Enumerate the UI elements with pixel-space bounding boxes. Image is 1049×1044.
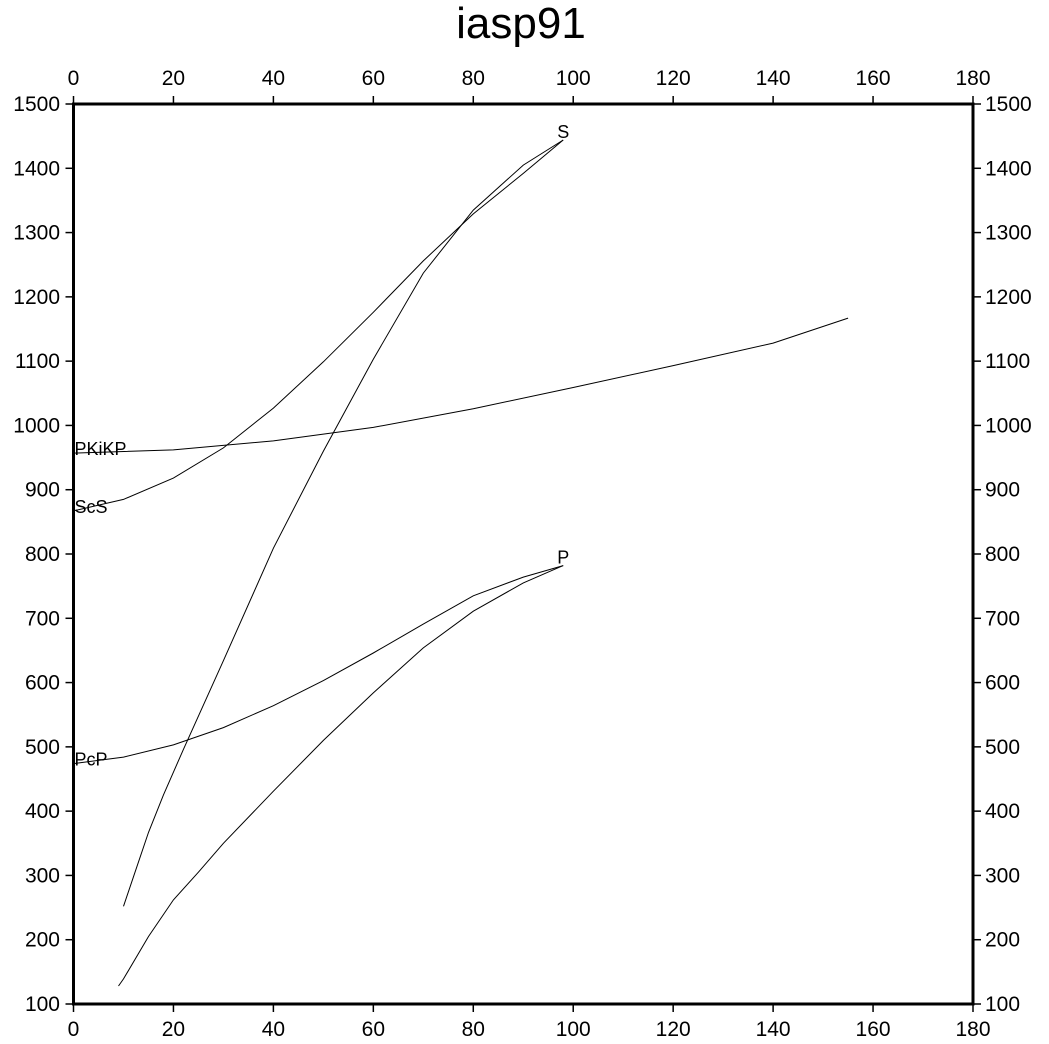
x-tick-label-top: 140 xyxy=(756,67,791,90)
y-tick-label-right: 800 xyxy=(985,543,1020,566)
y-tick-label-left: 1400 xyxy=(13,157,60,180)
x-tick-label-bottom: 0 xyxy=(68,1018,80,1041)
x-tick-label-bottom: 160 xyxy=(856,1018,891,1041)
x-tick-label-top: 0 xyxy=(68,67,80,90)
y-tick-label-left: 300 xyxy=(25,864,60,887)
curve-s xyxy=(123,139,564,907)
y-tick-label-left: 200 xyxy=(25,929,60,952)
chart-title: iasp91 xyxy=(456,0,586,48)
curve-label-pcp: PcP xyxy=(75,750,108,770)
y-tick-label-right: 900 xyxy=(985,479,1020,502)
x-tick-label-top: 160 xyxy=(856,67,891,90)
y-tick-label-left: 1200 xyxy=(13,286,60,309)
y-tick-label-right: 700 xyxy=(985,607,1020,630)
x-tick-label-top: 40 xyxy=(262,67,285,90)
y-tick-label-right: 200 xyxy=(985,929,1020,952)
y-tick-label-left: 600 xyxy=(25,672,60,695)
x-tick-label-top: 80 xyxy=(462,67,485,90)
y-tick-label-left: 1100 xyxy=(15,350,60,373)
y-tick-label-right: 1300 xyxy=(985,222,1032,245)
x-tick-label-bottom: 180 xyxy=(955,1018,990,1041)
y-tick-label-left: 1300 xyxy=(13,222,60,245)
x-tick-label-bottom: 100 xyxy=(556,1018,591,1041)
y-tick-label-right: 300 xyxy=(985,864,1020,887)
x-tick-label-top: 120 xyxy=(656,67,691,90)
x-tick-label-bottom: 40 xyxy=(262,1018,285,1041)
curve-label-p: P xyxy=(557,548,569,568)
x-tick-label-top: 20 xyxy=(162,67,185,90)
x-tick-label-bottom: 140 xyxy=(756,1018,791,1041)
x-tick-label-top: 100 xyxy=(556,67,591,90)
y-tick-label-left: 1000 xyxy=(13,414,60,437)
curve-scs xyxy=(73,139,564,512)
y-tick-label-right: 500 xyxy=(985,736,1020,759)
y-tick-label-right: 600 xyxy=(985,672,1020,695)
y-tick-label-right: 100 xyxy=(985,993,1020,1016)
y-tick-label-right: 1400 xyxy=(985,157,1032,180)
y-tick-label-right: 1500 xyxy=(985,93,1032,116)
curve-pcp xyxy=(73,565,564,765)
x-tick-label-top: 60 xyxy=(362,67,385,90)
y-tick-label-left: 100 xyxy=(25,993,60,1016)
y-tick-label-right: 1000 xyxy=(985,414,1032,437)
curve-label-scs: ScS xyxy=(75,497,108,517)
curve-label-pkikp: PKiKP xyxy=(75,439,127,459)
y-tick-label-right: 1200 xyxy=(985,286,1032,309)
y-tick-label-left: 900 xyxy=(25,479,60,502)
axis-ticks: 0 0 20 20 40 40 60 60 80 80 100 100 120 120 140 140 160 1… xyxy=(13,67,1031,1041)
y-tick-label-left: 1500 xyxy=(13,93,60,116)
y-tick-label-right: 1100 xyxy=(985,350,1030,373)
x-tick-label-bottom: 60 xyxy=(362,1018,385,1041)
y-tick-label-left: 800 xyxy=(25,543,60,566)
y-tick-label-left: 500 xyxy=(25,736,60,759)
y-tick-label-left: 400 xyxy=(25,800,60,823)
x-tick-label-bottom: 80 xyxy=(462,1018,485,1041)
x-tick-label-bottom: 20 xyxy=(162,1018,185,1041)
x-tick-label-bottom: 120 xyxy=(656,1018,691,1041)
y-tick-label-left: 700 xyxy=(25,607,60,630)
curves xyxy=(73,139,849,987)
curve-labels: S P PKiKP ScS PcP xyxy=(75,122,570,770)
y-tick-label-right: 400 xyxy=(985,800,1020,823)
curve-p xyxy=(118,565,564,987)
curve-label-s: S xyxy=(557,122,569,142)
plot-frame xyxy=(72,102,975,1006)
x-tick-label-top: 180 xyxy=(955,67,990,90)
curve-pkikp xyxy=(73,317,849,454)
